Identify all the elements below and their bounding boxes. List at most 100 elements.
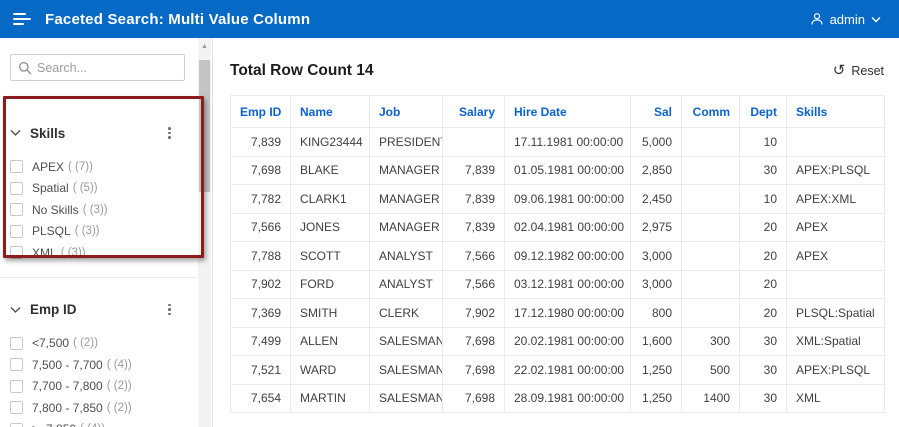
checkbox[interactable] <box>10 401 23 415</box>
checkbox[interactable] <box>10 336 23 350</box>
facet-option-label: No Skills <box>32 202 79 217</box>
table-cell: 800 <box>630 298 682 328</box>
table-row: 7,788 SCOTT ANALYST 7,566 09.12.1982 00:00:0… <box>230 241 885 271</box>
facet-option[interactable]: >=7,850 ( (4)) <box>10 419 187 427</box>
table-cell: 09.06.1981 00:00:00 <box>504 184 631 214</box>
table-cell: 1,250 <box>630 383 682 413</box>
table-cell: 01.05.1981 00:00:00 <box>504 155 631 185</box>
table-cell: 500 <box>681 355 740 385</box>
search-input[interactable] <box>37 60 175 75</box>
facet-option-count: ( (3)) <box>60 246 86 259</box>
table-row: 7,566 JONES MANAGER 7,839 02.04.1981 00:00:0… <box>230 212 885 242</box>
table-cell: 30 <box>739 326 787 356</box>
table-cell: 7,788 <box>230 241 291 271</box>
report-toolbar: Total Row Count 14 ↺ Reset <box>230 59 884 83</box>
column-header-hire-date[interactable]: Hire Date <box>504 95 631 128</box>
facet-option[interactable]: <7,500( (2)) <box>10 333 187 355</box>
table-cell: 7,839 <box>442 184 505 214</box>
column-header-name[interactable]: Name <box>290 95 370 128</box>
checkbox[interactable] <box>10 358 23 372</box>
facet-option-label: Spatial <box>32 181 69 196</box>
table-cell: APEX <box>786 212 885 242</box>
facet-title: Emp ID <box>30 302 77 317</box>
hamburger-icon <box>13 13 31 25</box>
table-cell: 10 <box>739 184 787 214</box>
nav-menu-button[interactable] <box>0 0 40 38</box>
sidebar-scrollbar[interactable]: ▲ <box>198 38 211 427</box>
table-cell <box>681 298 740 328</box>
collapse-chevron-icon[interactable] <box>10 306 21 314</box>
table-row: 7,521 WARD SALESMAN 7,698 22.02.1981 00:00:0… <box>230 355 885 385</box>
table-cell: SCOTT <box>290 241 370 271</box>
facet-option[interactable]: PLSQL( (3)) <box>10 221 187 243</box>
facet-option-label: 7,700 - 7,800 <box>32 379 103 394</box>
facet-option-label: >=7,850 <box>32 422 76 427</box>
collapse-chevron-icon[interactable] <box>10 129 21 137</box>
column-header-job[interactable]: Job <box>369 95 443 128</box>
column-header-dept[interactable]: Dept <box>739 95 787 128</box>
table-row: 7,698 BLAKE MANAGER 7,839 01.05.1981 00:00:0… <box>230 155 885 185</box>
column-header-skills[interactable]: Skills <box>786 95 885 128</box>
checkbox[interactable] <box>10 422 23 427</box>
user-menu-button[interactable]: admin <box>810 0 899 38</box>
checkbox[interactable] <box>10 160 23 174</box>
table-cell: 02.04.1981 00:00:00 <box>504 212 631 242</box>
table-cell: 7,782 <box>230 184 291 214</box>
facet-option[interactable]: APEX( (7)) <box>10 156 187 178</box>
facet-option[interactable]: Spatial( (5)) <box>10 178 187 200</box>
reset-icon: ↺ <box>832 61 846 79</box>
facet-option[interactable]: XML( (3)) <box>10 242 187 264</box>
column-header-salary[interactable]: Salary <box>442 95 505 128</box>
table-cell: FORD <box>290 269 370 299</box>
table-cell: 7,566 <box>230 212 291 242</box>
page-title: Faceted Search: Multi Value Column <box>45 10 311 28</box>
facet-option-count: ( (2)) <box>106 401 132 414</box>
facet-actions-button[interactable] <box>166 302 173 318</box>
facet-header: Emp ID <box>10 296 187 324</box>
table-row: 7,654 MARTIN SALESMAN 7,698 28.09.1981 00:00… <box>230 383 885 413</box>
table-cell: SALESMAN <box>369 355 443 385</box>
table-cell: SMITH <box>290 298 370 328</box>
facet-items: APEX( (7)) Spatial( (5)) No Skills( (3)) PL… <box>10 156 187 264</box>
table-cell: 30 <box>739 355 787 385</box>
table-cell: MANAGER <box>369 184 443 214</box>
table-cell: 20 <box>739 298 787 328</box>
table-cell <box>681 241 740 271</box>
facet-option-count: ( (3)) <box>74 225 100 238</box>
scrollbar-thumb[interactable] <box>199 60 210 192</box>
facet-items: <7,500( (2)) 7,500 - 7,700( (4)) 7,700 - 7… <box>10 333 187 427</box>
table-cell: CLERK <box>369 298 443 328</box>
scroll-up-arrow-icon[interactable]: ▲ <box>198 38 211 54</box>
report-table: Emp ID Name Job Salary Hire Date Sal Comm Dept S… <box>230 95 885 413</box>
facet-option[interactable]: 7,800 - 7,850( (2)) <box>10 397 187 419</box>
facet-option[interactable]: 7,700 - 7,800( (2)) <box>10 376 187 398</box>
chevron-down-icon <box>871 16 881 22</box>
checkbox[interactable] <box>10 224 23 238</box>
column-header-sal[interactable]: Sal <box>630 95 682 128</box>
facet-option-label: <7,500 <box>32 336 70 351</box>
table-cell: 28.09.1981 00:00:00 <box>504 383 631 413</box>
facet-list: Skills APEX( (7)) Spatial( (5)) No Skills( … <box>0 101 197 427</box>
checkbox[interactable] <box>10 181 23 195</box>
facet-option-label: 7,500 - 7,700 <box>32 357 103 372</box>
facet-option-count: ( (2)) <box>73 337 98 350</box>
dots-icon <box>168 303 171 307</box>
checkbox[interactable] <box>10 379 23 393</box>
column-header-comm[interactable]: Comm <box>681 95 740 128</box>
column-header-emp-id[interactable]: Emp ID <box>230 95 291 128</box>
facet-actions-button[interactable] <box>166 125 173 141</box>
table-cell: 1,600 <box>630 326 682 356</box>
checkbox[interactable] <box>10 246 23 260</box>
report-title: Total Row Count 14 <box>230 62 374 79</box>
reset-button[interactable]: ↺ Reset <box>832 61 884 79</box>
facet-option[interactable]: 7,500 - 7,700( (4)) <box>10 354 187 376</box>
checkbox[interactable] <box>10 203 23 217</box>
table-cell: APEX:PLSQL <box>786 355 885 385</box>
table-cell: 5,000 <box>630 127 682 157</box>
facet-title: Skills <box>30 125 66 141</box>
facet-divider <box>0 276 197 278</box>
table-row: 7,499 ALLEN SALESMAN 7,698 20.02.1981 00:00:… <box>230 326 885 356</box>
table-cell: 300 <box>681 326 740 356</box>
facet-skills: Skills APEX( (7)) Spatial( (5)) No Skills( … <box>0 119 197 264</box>
facet-option[interactable]: No Skills( (3)) <box>10 199 187 221</box>
